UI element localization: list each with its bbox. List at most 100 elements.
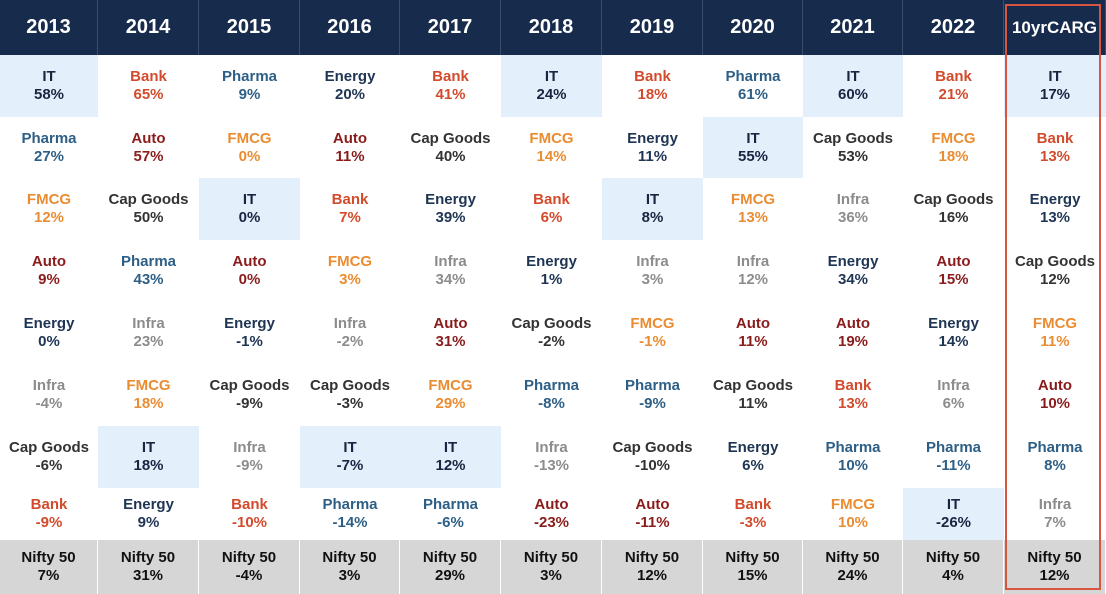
sector-return: 60% [837,86,869,103]
sector-return: 34% [435,271,466,288]
sector-name: FMCG [327,253,373,270]
benchmark-cell: Nifty 50 31% [98,540,199,594]
sector-name: Auto [1037,377,1073,394]
sector-name: Energy [727,439,779,456]
benchmark-name: Nifty 50 [825,549,880,566]
sector-return: -1% [639,333,666,350]
sector-return: 16% [938,209,969,226]
benchmark-name: Nifty 50 [624,549,680,566]
sector-cell: IT -7% [300,426,400,488]
sector-name: FMCG [730,191,776,208]
sector-cell: IT 17% [1004,55,1106,117]
sector-cell: IT 12% [400,426,501,488]
sector-name: Bank [231,496,268,513]
sector-return: 18% [133,395,164,412]
sector-name: Infra [333,315,367,332]
benchmark-name: Nifty 50 [21,549,76,566]
benchmark-name: Nifty 50 [925,549,981,566]
sector-name: Pharma [624,377,681,394]
sector-cell: FMCG 0% [199,117,300,178]
sector-return: 29% [435,395,466,412]
benchmark-return: 31% [132,567,164,584]
sector-return: 14% [536,147,567,165]
sector-cell: Bank 65% [98,55,199,117]
sector-return: -9% [236,395,263,412]
sector-cell: Auto 15% [903,240,1004,302]
sector-cell: Bank 7% [300,178,400,240]
sector-return: 12% [435,457,466,474]
sector-return: 11% [637,147,668,165]
sector-return: 11% [738,333,768,350]
sector-name: Cap Goods [612,439,693,456]
sector-name: Cap Goods [410,129,491,147]
sector-name: Cap Goods [209,377,290,394]
column-header: 2014 [98,0,199,55]
sector-cell: Infra 36% [803,178,903,240]
benchmark-cell: Nifty 50 -4% [199,540,300,594]
sector-return: 40% [435,147,466,165]
column-header: 2017 [400,0,501,55]
column-header: 2018 [501,0,602,55]
sector-name: Bank [130,68,167,85]
sector-name: IT [645,191,660,208]
sector-cell: Infra -2% [300,302,400,364]
sector-return: 3% [641,271,664,288]
benchmark-return: -4% [235,567,263,584]
sector-cell: Auto 9% [0,240,98,302]
column-header: 2021 [803,0,903,55]
benchmark-return: 12% [1039,567,1070,584]
sector-return: -3% [336,395,364,412]
sector-name: FMCG [1032,315,1078,332]
sector-cell: Energy 39% [400,178,501,240]
sector-cell: IT 60% [803,55,903,117]
sector-name: Energy [627,129,678,147]
sector-cell: Cap Goods 40% [400,117,501,178]
sector-return: -11% [936,457,971,474]
column-header-line: 10yr [1011,17,1047,37]
sector-return: 18% [133,457,164,474]
benchmark-return: 29% [434,567,466,584]
sector-return: 18% [938,147,969,165]
sector-return: 23% [133,333,164,350]
sector-name: IT [242,191,257,208]
sector-cell: FMCG 12% [0,178,98,240]
sector-name: FMCG [830,496,876,513]
sector-name: Cap Goods [712,377,793,394]
sector-cell: Bank 41% [400,55,501,117]
sector-return: 20% [334,86,366,103]
sector-return: 31% [435,333,466,350]
benchmark-return: 3% [338,567,361,584]
sector-return: -14% [332,514,368,531]
sector-cell: Pharma 43% [98,240,199,302]
sector-return: 6% [540,209,563,226]
sector-cell: IT 58% [0,55,98,117]
benchmark-name: Nifty 50 [725,549,780,566]
sector-return: -26% [935,514,972,531]
sector-return: 39% [435,209,466,226]
column-header: 2020 [703,0,803,55]
sector-return: 27% [33,147,65,165]
benchmark-return: 24% [837,567,868,584]
sector-name: Pharma [221,68,278,85]
sector-cell: Pharma -8% [501,364,602,426]
sector-return: -13% [533,457,570,474]
benchmark-cell: Nifty 50 15% [703,540,803,594]
sector-return: 61% [737,86,769,103]
sector-cell: Infra -13% [501,426,602,488]
column-header: 10yr CARG [1004,0,1106,55]
sector-return: 12% [1039,271,1071,288]
sector-return: -4% [35,395,63,412]
sector-return: -23% [533,514,570,531]
sector-name: Cap Goods [108,191,189,208]
sector-name: Auto [534,496,569,513]
sector-name: Auto [635,496,670,513]
sector-name: Infra [736,253,770,270]
benchmark-name: Nifty 50 [221,549,277,566]
benchmark-cell: Nifty 50 7% [0,540,98,594]
sector-return: 0% [238,147,261,165]
sector-name: IT [343,439,357,456]
sector-name: Auto [735,315,771,332]
sector-cell: Cap Goods -10% [602,426,703,488]
sector-return: 6% [742,457,764,474]
sector-return: 7% [339,209,361,226]
